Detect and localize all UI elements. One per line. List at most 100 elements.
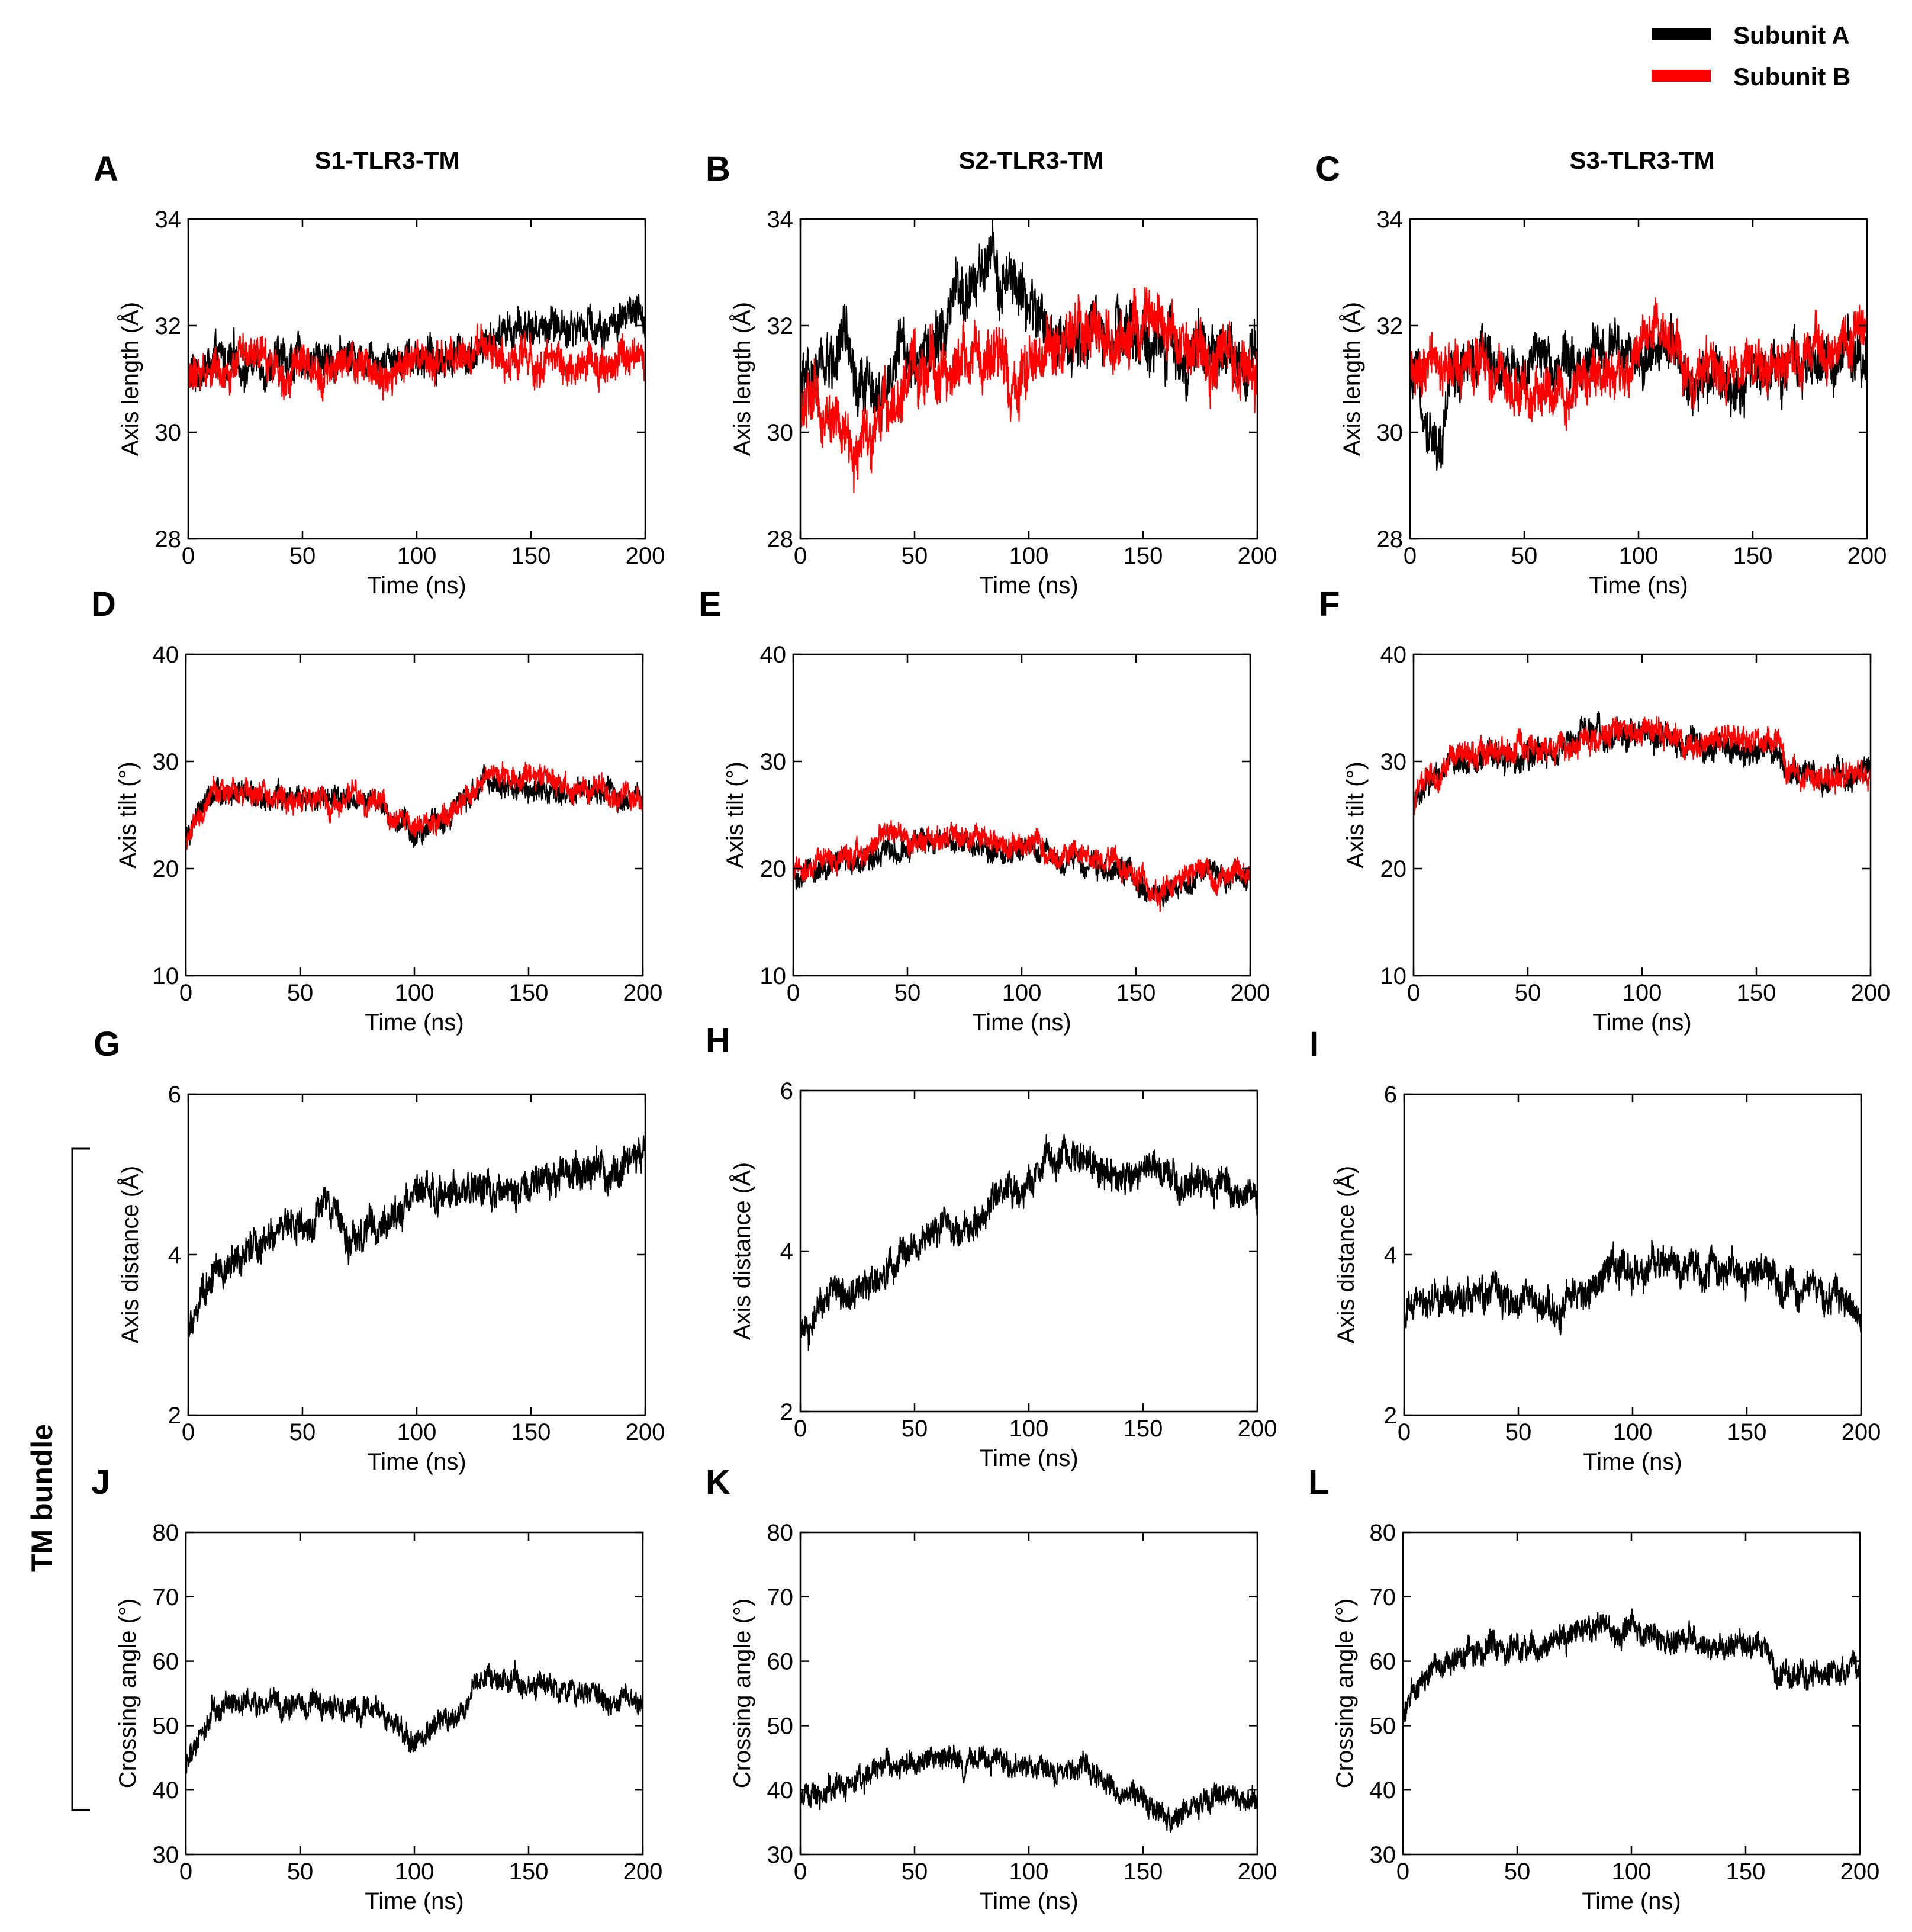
y-tick-label-k: 40 bbox=[767, 1777, 794, 1804]
y-tick-label-f: 10 bbox=[1380, 963, 1407, 989]
series-e-subunit-b bbox=[793, 819, 1250, 912]
x-tick-label-d: 0 bbox=[179, 980, 192, 1006]
panel-g: G 0 50 100 150 200 2 4 6 Time (ns) Axis distance (… bbox=[94, 1025, 665, 1475]
x-tick-label-f: 0 bbox=[1407, 980, 1420, 1006]
tm-bundle-label: TM bundle bbox=[25, 1424, 59, 1572]
y-tick-label-g: 2 bbox=[168, 1403, 181, 1429]
y-tick-label-j: 50 bbox=[153, 1713, 179, 1739]
y-tick-label-j: 30 bbox=[153, 1842, 179, 1868]
panel-letter-f: F bbox=[1319, 585, 1340, 623]
plot-frame-i bbox=[1403, 1093, 1862, 1416]
x-tick-label-h: 150 bbox=[1124, 1416, 1163, 1442]
y-axis-label-k: Crossing angle (°) bbox=[729, 1599, 755, 1789]
y-tick-label-h: 2 bbox=[780, 1399, 793, 1425]
panel-letter-l: L bbox=[1308, 1463, 1329, 1502]
x-tick-label-k: 50 bbox=[902, 1859, 928, 1885]
y-tick-label-i: 4 bbox=[1384, 1242, 1397, 1268]
x-tick-label-i: 0 bbox=[1398, 1419, 1411, 1445]
panel-letter-b: B bbox=[706, 150, 730, 188]
x-tick-label-a: 100 bbox=[397, 543, 437, 569]
panel-letter-k: K bbox=[706, 1463, 730, 1502]
y-tick-label-h: 4 bbox=[780, 1239, 793, 1265]
y-axis-label-d: Axis tilt (°) bbox=[115, 761, 141, 868]
y-tick-label-b: 34 bbox=[767, 207, 794, 233]
y-tick-label-l: 30 bbox=[1370, 1842, 1396, 1868]
y-tick-label-g: 4 bbox=[168, 1242, 181, 1268]
x-axis-label-f: Time (ns) bbox=[1592, 1010, 1691, 1036]
x-tick-label-h: 50 bbox=[902, 1416, 928, 1442]
x-tick-label-h: 200 bbox=[1238, 1416, 1277, 1442]
x-tick-label-c: 50 bbox=[1511, 543, 1538, 569]
series-g-crossing bbox=[188, 1135, 645, 1338]
y-tick-label-k: 50 bbox=[767, 1713, 794, 1739]
series-i-crossing bbox=[1404, 1240, 1861, 1336]
y-tick-label-c: 32 bbox=[1377, 313, 1404, 339]
series-c-subunit-b bbox=[1410, 297, 1867, 432]
x-tick-label-f: 50 bbox=[1515, 980, 1541, 1006]
x-tick-label-e: 50 bbox=[894, 980, 921, 1006]
x-tick-label-j: 150 bbox=[509, 1859, 549, 1885]
x-tick-label-b: 100 bbox=[1009, 543, 1049, 569]
y-tick-label-a: 34 bbox=[155, 207, 182, 233]
panel-l: L 0 50 100 150 200 30 40 50 60 70 80 Time (ns) Crossi… bbox=[1308, 1463, 1879, 1914]
panel-letter-d: D bbox=[91, 585, 116, 623]
panel-letter-g: G bbox=[94, 1025, 120, 1063]
y-tick-label-j: 80 bbox=[153, 1520, 179, 1546]
x-tick-label-j: 50 bbox=[287, 1859, 314, 1885]
x-tick-label-e: 0 bbox=[787, 980, 800, 1006]
x-tick-label-d: 200 bbox=[623, 980, 663, 1006]
panel-a: A 0 50 100 150 200 28 30 32 34 Time (ns) Axis lengt… bbox=[94, 150, 665, 599]
plot-frame-l bbox=[1402, 1531, 1861, 1856]
x-axis-label-d: Time (ns) bbox=[365, 1010, 463, 1036]
x-tick-label-l: 100 bbox=[1612, 1859, 1652, 1885]
x-tick-label-c: 150 bbox=[1733, 543, 1773, 569]
panel-h: H 0 50 100 150 200 2 4 6 Time (ns) Axis distance (… bbox=[706, 1021, 1277, 1471]
x-tick-label-g: 150 bbox=[511, 1419, 551, 1445]
series-j-crossing bbox=[186, 1660, 643, 1774]
column-title-s2: S2-TLR3-TM bbox=[959, 146, 1104, 174]
y-tick-label-l: 70 bbox=[1370, 1584, 1396, 1610]
x-axis-label-e: Time (ns) bbox=[972, 1010, 1071, 1036]
series-b-subunit-a bbox=[800, 219, 1257, 432]
y-tick-label-j: 60 bbox=[153, 1649, 179, 1675]
y-tick-label-a: 32 bbox=[155, 313, 182, 339]
plot-frame-e bbox=[792, 653, 1251, 977]
panel-letter-h: H bbox=[706, 1021, 730, 1060]
series-c-subunit-a bbox=[1410, 313, 1867, 471]
x-tick-label-b: 0 bbox=[794, 543, 807, 569]
x-tick-label-f: 150 bbox=[1737, 980, 1776, 1006]
x-tick-label-f: 200 bbox=[1851, 980, 1891, 1006]
y-axis-label-c: Axis length (Å) bbox=[1338, 302, 1365, 456]
panel-e: E 0 50 100 150 200 10 20 30 40 Time (ns) Axis tilt … bbox=[699, 585, 1270, 1036]
x-tick-label-b: 150 bbox=[1124, 543, 1163, 569]
y-tick-label-c: 30 bbox=[1377, 420, 1404, 446]
x-tick-label-c: 200 bbox=[1847, 543, 1887, 569]
y-tick-label-l: 60 bbox=[1370, 1649, 1396, 1675]
y-tick-label-j: 40 bbox=[153, 1777, 179, 1804]
y-tick-label-f: 40 bbox=[1380, 642, 1407, 668]
x-axis-label-i: Time (ns) bbox=[1583, 1449, 1682, 1475]
y-tick-label-i: 2 bbox=[1384, 1403, 1397, 1429]
x-tick-label-g: 100 bbox=[397, 1419, 437, 1445]
y-tick-label-c: 34 bbox=[1377, 207, 1404, 233]
y-tick-label-b: 28 bbox=[767, 526, 794, 552]
panel-letter-a: A bbox=[94, 150, 118, 188]
x-tick-label-k: 150 bbox=[1124, 1859, 1163, 1885]
x-tick-label-i: 50 bbox=[1505, 1419, 1532, 1445]
x-tick-label-i: 100 bbox=[1613, 1419, 1653, 1445]
x-tick-label-j: 200 bbox=[623, 1859, 663, 1885]
legend: Subunit A Subunit B bbox=[1652, 21, 1850, 91]
column-title-s1: S1-TLR3-TM bbox=[315, 146, 460, 174]
y-axis-label-f: Axis tilt (°) bbox=[1343, 761, 1369, 868]
x-tick-label-g: 50 bbox=[289, 1419, 316, 1445]
x-tick-label-l: 0 bbox=[1396, 1859, 1409, 1885]
x-axis-label-k: Time (ns) bbox=[979, 1888, 1078, 1914]
y-tick-label-d: 10 bbox=[153, 963, 179, 989]
y-tick-label-g: 6 bbox=[168, 1082, 181, 1108]
x-tick-label-e: 150 bbox=[1116, 980, 1156, 1006]
y-axis-label-g: Axis distance (Å) bbox=[117, 1166, 143, 1343]
y-tick-label-j: 70 bbox=[153, 1584, 179, 1610]
plot-frame-f bbox=[1412, 653, 1872, 977]
y-tick-label-d: 40 bbox=[153, 642, 179, 668]
